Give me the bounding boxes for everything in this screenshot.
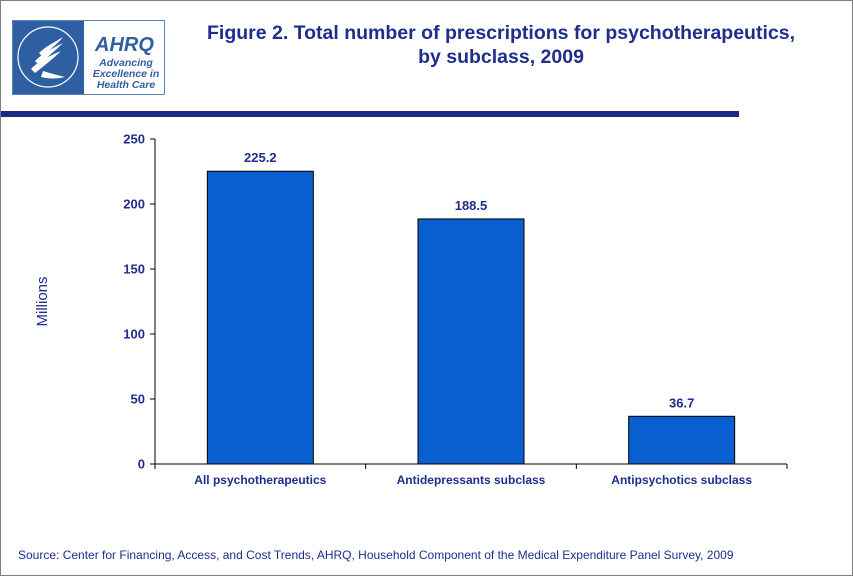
category-label: All psychotherapeutics <box>194 473 326 487</box>
category-label: Antidepressants subclass <box>397 473 546 487</box>
data-label: 188.5 <box>455 198 488 213</box>
y-axis-title: Millions <box>34 276 51 326</box>
bar-3 <box>628 415 736 465</box>
y-tick-label: 250 <box>123 132 145 147</box>
y-tick-label: 150 <box>123 262 145 277</box>
chart-labels: 225.2 All psychotherapeutics 188.5 Antidepr… <box>194 150 752 487</box>
chart-title: Figure 2. Total number of prescriptions … <box>181 21 821 69</box>
chart-title-line-2: by subclass, 2009 <box>418 46 584 68</box>
ahrq-word: AHRQ <box>95 34 154 56</box>
bar-2 <box>417 218 525 465</box>
ahrq-tagline-2: Excellence in <box>92 68 160 80</box>
bar-chart: 0 50 100 150 200 250 Millions 225.2 All psychot… <box>34 132 788 487</box>
bar-1 <box>206 170 314 465</box>
ahrq-wordmark: AHRQ Advancing Excellence in Health Care <box>85 21 164 94</box>
y-tick-label: 200 <box>123 197 145 212</box>
data-label: 225.2 <box>244 150 277 165</box>
y-tick-label: 50 <box>131 392 145 407</box>
title-rule <box>1 111 739 117</box>
category-label: Antipsychotics subclass <box>611 473 752 487</box>
data-label: 36.7 <box>669 395 694 410</box>
chart-bars <box>206 170 736 465</box>
chart-title-line-1: Figure 2. Total number of prescriptions … <box>207 22 795 44</box>
y-tick-label: 100 <box>123 327 145 342</box>
ahrq-tagline: Advancing Excellence in Health Care <box>90 58 162 91</box>
ahrq-tagline-3: Health Care <box>96 79 156 91</box>
ahrq-tagline-1: Advancing <box>99 57 153 69</box>
y-tick-label: 0 <box>138 457 145 472</box>
source-note: Source: Center for Financing, Access, an… <box>18 548 734 562</box>
hhs-seal-icon <box>13 21 84 94</box>
ahrq-logo: AHRQ Advancing Excellence in Health Care <box>12 20 165 95</box>
